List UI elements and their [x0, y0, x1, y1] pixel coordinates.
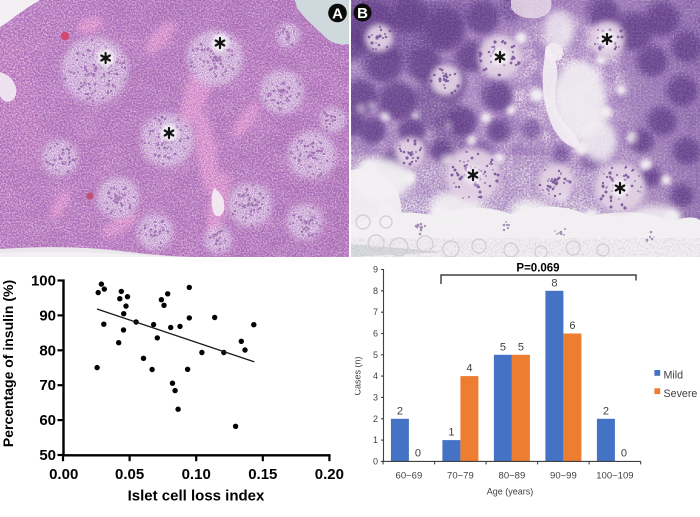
svg-text:100: 100	[31, 273, 56, 290]
svg-text:Mild: Mild	[664, 370, 684, 382]
svg-text:P=0.069: P=0.069	[516, 263, 559, 275]
svg-text:Severe: Severe	[664, 388, 698, 400]
svg-text:Islet cell loss index: Islet cell loss index	[128, 488, 265, 505]
svg-text:8: 8	[551, 277, 557, 289]
svg-text:6: 6	[373, 329, 378, 339]
svg-text:90: 90	[39, 307, 56, 324]
svg-text:2: 2	[603, 405, 609, 417]
svg-text:Age (years): Age (years)	[487, 487, 534, 497]
svg-text:90~99: 90~99	[550, 471, 577, 482]
svg-text:7: 7	[373, 307, 378, 317]
svg-text:0.20: 0.20	[315, 466, 344, 483]
svg-text:80: 80	[39, 342, 56, 359]
svg-text:6: 6	[569, 320, 575, 332]
svg-text:50: 50	[39, 447, 56, 464]
svg-text:4: 4	[373, 371, 378, 381]
svg-text:2: 2	[397, 405, 403, 417]
svg-text:60~69: 60~69	[396, 471, 423, 482]
svg-text:9: 9	[373, 265, 378, 275]
svg-text:0: 0	[373, 456, 378, 466]
svg-text:5: 5	[373, 350, 378, 360]
svg-text:0.10: 0.10	[182, 466, 211, 483]
svg-text:B: B	[357, 5, 368, 22]
svg-text:1: 1	[448, 427, 454, 439]
svg-text:3: 3	[373, 392, 378, 402]
svg-text:80~89: 80~89	[499, 471, 526, 482]
svg-text:Percentage of insulin (%): Percentage of insulin (%)	[0, 280, 16, 447]
svg-text:70: 70	[39, 377, 56, 394]
svg-text:0.05: 0.05	[115, 466, 144, 483]
svg-text:4: 4	[466, 363, 472, 375]
svg-text:2: 2	[373, 414, 378, 424]
svg-text:A: A	[332, 5, 343, 22]
svg-text:0: 0	[415, 447, 421, 459]
svg-text:5: 5	[518, 341, 524, 353]
svg-text:100~109: 100~109	[596, 471, 633, 482]
svg-text:8: 8	[373, 286, 378, 296]
svg-text:5: 5	[500, 341, 506, 353]
svg-text:60: 60	[39, 412, 56, 429]
svg-text:Cases (n): Cases (n)	[355, 356, 363, 395]
svg-text:0.15: 0.15	[248, 466, 277, 483]
svg-text:0.00: 0.00	[49, 466, 78, 483]
svg-text:70~79: 70~79	[447, 471, 474, 482]
svg-text:0: 0	[621, 447, 627, 459]
svg-text:1: 1	[373, 435, 378, 445]
